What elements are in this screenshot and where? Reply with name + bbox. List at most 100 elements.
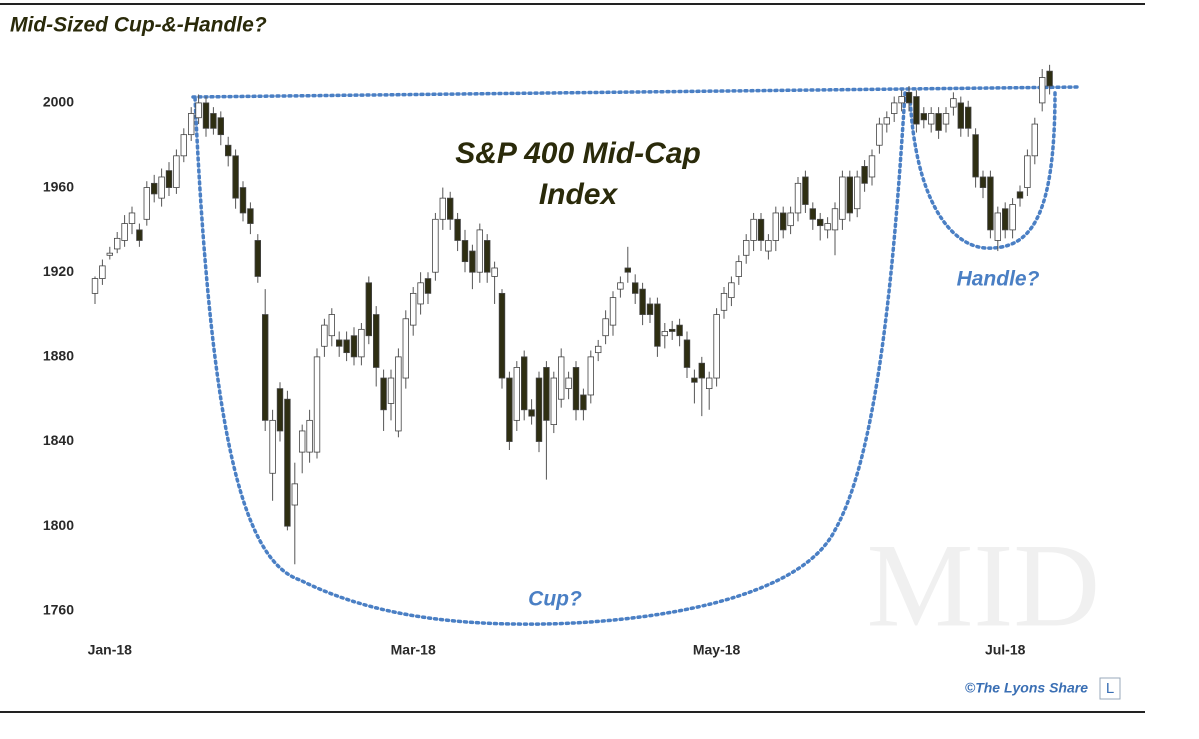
candle-body xyxy=(913,96,920,125)
candle-body xyxy=(224,144,232,157)
candle-body xyxy=(942,113,950,125)
x-tick-label: Jan-18 xyxy=(88,642,133,658)
candle-body xyxy=(979,176,987,188)
candle-body xyxy=(180,134,187,157)
candle-body xyxy=(506,377,513,442)
candle-body xyxy=(424,278,432,294)
candle-body xyxy=(839,176,846,220)
candle-body xyxy=(395,356,402,432)
candle-body xyxy=(173,155,180,188)
candle-body xyxy=(1016,191,1024,199)
candle-body xyxy=(498,292,506,379)
candle-body xyxy=(387,377,395,404)
candle-body xyxy=(469,250,476,273)
candle-body xyxy=(210,113,217,129)
candle-body xyxy=(987,176,994,231)
candle-body xyxy=(920,113,927,121)
candle-body xyxy=(150,182,158,195)
candle-body xyxy=(676,324,683,337)
y-tick-label: 2000 xyxy=(43,94,74,110)
candle-body xyxy=(439,197,446,220)
candle-body xyxy=(1009,204,1016,231)
candle-body xyxy=(957,102,964,129)
candle-body xyxy=(521,356,528,411)
candle-body xyxy=(454,218,461,241)
candle-body xyxy=(143,187,150,220)
y-tick-label: 1800 xyxy=(43,517,74,533)
candle-body xyxy=(646,303,654,315)
credit: ©The Lyons Share xyxy=(965,680,1088,696)
handle-curve xyxy=(908,90,1057,250)
candle-body xyxy=(632,282,639,294)
candle-body xyxy=(483,240,491,273)
candle-body xyxy=(876,123,883,146)
candle-body xyxy=(491,267,498,277)
candle-body xyxy=(587,356,594,396)
candle-body xyxy=(757,218,765,241)
cup-annotation: Cup? xyxy=(528,588,582,611)
candle-body xyxy=(580,394,587,411)
candle-body xyxy=(854,176,861,210)
candle-body xyxy=(409,292,417,326)
candle-body xyxy=(809,208,816,220)
candle-body xyxy=(898,96,905,104)
rim-line xyxy=(191,85,1082,99)
candle-body xyxy=(794,182,802,214)
candle-body xyxy=(1046,70,1053,87)
candle-body xyxy=(639,288,646,315)
logo: L xyxy=(1106,680,1114,697)
candle-body xyxy=(335,339,343,347)
cup-curve xyxy=(193,91,907,626)
y-tick-label: 1760 xyxy=(43,602,74,618)
candle-body xyxy=(950,98,957,108)
candle-body xyxy=(617,282,624,290)
candle-body xyxy=(543,367,550,421)
candle-body xyxy=(91,278,99,294)
x-tick-label: May-18 xyxy=(693,642,741,658)
candle-body xyxy=(417,282,424,305)
candle-body xyxy=(846,176,853,214)
candle-body xyxy=(99,265,106,279)
y-tick-label: 1960 xyxy=(43,178,74,194)
candle-body xyxy=(883,117,890,125)
candle-body xyxy=(550,377,557,425)
candle-body xyxy=(868,155,876,178)
candle-body xyxy=(928,113,935,125)
watermark: MID xyxy=(867,519,1100,652)
candle-body xyxy=(817,218,824,227)
candle-body xyxy=(343,339,350,354)
x-tick-label: Jul-18 xyxy=(985,642,1026,658)
candle-body xyxy=(513,367,520,421)
candle-body xyxy=(905,91,913,104)
candle-body xyxy=(372,314,380,368)
candle-body xyxy=(1031,123,1038,157)
candle-body xyxy=(1024,155,1031,188)
candle-body xyxy=(713,314,720,379)
candle-body xyxy=(328,314,335,337)
candle-body xyxy=(824,223,831,231)
candle-body xyxy=(595,345,602,354)
candle-body xyxy=(114,237,121,250)
candle-body xyxy=(446,197,454,220)
candle-body xyxy=(720,292,728,311)
candle-body xyxy=(432,218,439,273)
candle-body xyxy=(321,324,328,347)
candle-body xyxy=(787,212,794,227)
candle-body xyxy=(476,229,483,273)
candle-body xyxy=(187,113,195,136)
chart-label: S&P 400 Mid-Cap xyxy=(455,137,701,170)
candle-body xyxy=(802,176,809,205)
candle-body xyxy=(972,134,979,178)
candle-body xyxy=(528,409,535,417)
candle-body xyxy=(661,331,668,337)
candle-body xyxy=(461,240,469,263)
candle-body xyxy=(358,328,365,358)
candle-body xyxy=(291,483,298,506)
chart-label: Index xyxy=(539,178,619,211)
candle-body xyxy=(624,267,631,273)
candle-body xyxy=(284,398,291,527)
candle-body xyxy=(572,367,580,411)
logo-box xyxy=(1099,677,1121,700)
candle-body xyxy=(313,356,321,453)
handle-annotation: Handle? xyxy=(957,268,1040,291)
